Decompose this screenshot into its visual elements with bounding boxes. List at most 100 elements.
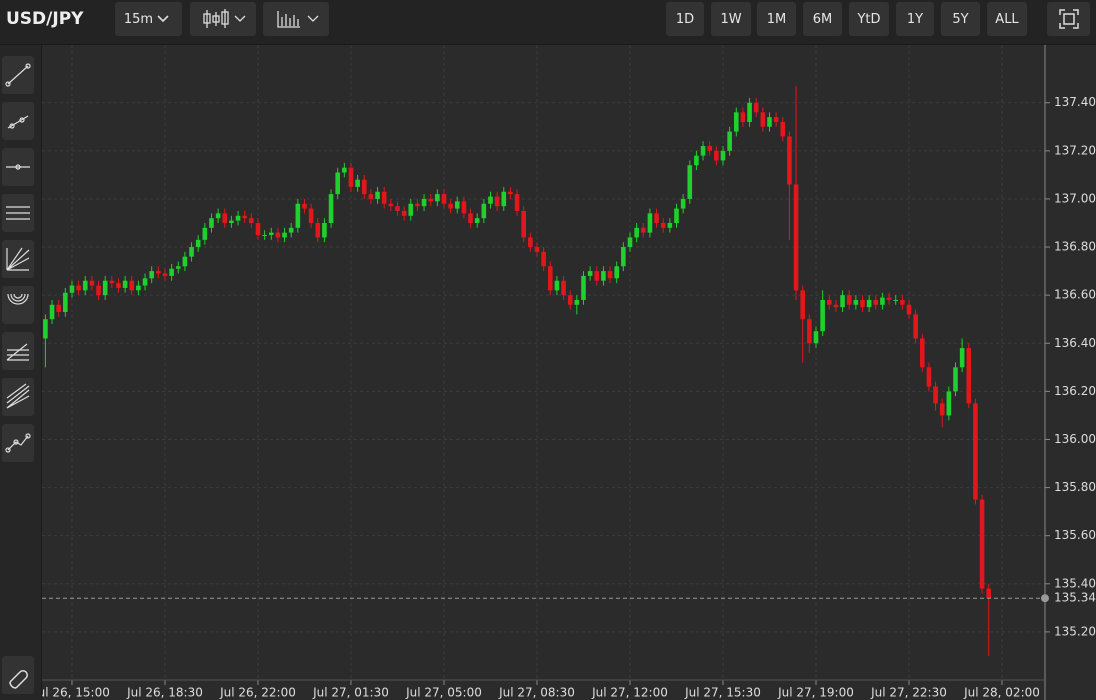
chevron: [157, 15, 169, 23]
candle-body: [581, 275, 586, 300]
candle-body: [820, 299, 825, 332]
candle-body: [63, 292, 68, 312]
candle-body: [242, 215, 247, 219]
candle-body: [195, 239, 201, 248]
tool-icon: [7, 293, 29, 305]
candle-body: [388, 203, 394, 207]
interval: 15m: [123, 11, 154, 27]
candle-body: [853, 299, 859, 305]
indicator-select[interactable]: [263, 2, 329, 36]
candle-body: [282, 232, 287, 238]
candle-body: [913, 314, 918, 339]
tool-channel[interactable]: [2, 194, 34, 232]
tool-magnet[interactable]: [2, 656, 34, 694]
x-tick-label: Jul 27, 22:30: [870, 686, 947, 700]
candle-body: [587, 271, 593, 276]
candle-body: [753, 102, 759, 113]
candle-body: [787, 136, 792, 185]
y-tick-label: 136.80: [1054, 240, 1096, 254]
candle-body: [767, 117, 772, 127]
y-tick-label: 135.40: [1054, 576, 1096, 590]
candle-body: [494, 196, 500, 207]
candle-body: [959, 348, 965, 368]
candle-body: [574, 299, 580, 305]
candle-body: [308, 208, 314, 223]
candle-body: [109, 280, 115, 284]
tool-pitchfork[interactable]: [2, 378, 34, 416]
candle-body: [488, 196, 493, 204]
x-tick-label: Jul 27, 19:00: [777, 686, 854, 700]
candle-body: [873, 299, 879, 305]
candle-body: [129, 280, 135, 291]
candle-body: [919, 338, 925, 368]
tool-fan[interactable]: [2, 240, 34, 278]
tool-fib[interactable]: [2, 332, 34, 370]
tool-hline[interactable]: [2, 148, 34, 186]
candle-body: [122, 280, 128, 288]
range-button[interactable]: 6M: [803, 2, 842, 36]
candle-body: [946, 391, 952, 416]
candle-body: [939, 403, 945, 416]
candle-body: [833, 304, 839, 308]
candle-body: [169, 268, 174, 276]
tool-line[interactable]: [2, 56, 34, 94]
candle-body: [547, 266, 553, 291]
candle-body: [156, 271, 161, 274]
candle-body: [760, 112, 766, 127]
tool-ray[interactable]: [2, 102, 34, 140]
interval-select[interactable]: 15m: [115, 2, 182, 36]
range-button[interactable]: 1D: [666, 2, 704, 36]
candle-body: [501, 191, 507, 207]
chart-type-select[interactable]: [190, 2, 256, 36]
candle-body: [454, 201, 460, 209]
fullscreen-icon: [1058, 9, 1079, 29]
x-tick-label: Jul 27, 05:00: [405, 686, 482, 700]
candle-body: [860, 299, 865, 308]
x-tick-label: Jul 26, 15:00: [42, 686, 110, 700]
candle-body: [660, 222, 666, 228]
candle-body: [979, 499, 985, 589]
fullscreen-button[interactable]: [1047, 2, 1090, 36]
candle-body: [235, 215, 241, 221]
candle-icon: [203, 9, 246, 28]
candle-body: [880, 297, 885, 305]
tool-path[interactable]: [2, 424, 34, 462]
candle-body: [674, 208, 679, 223]
range-button[interactable]: 5Y: [941, 2, 980, 36]
candle-body: [846, 295, 852, 305]
candle-body: [342, 167, 347, 173]
candle-body: [554, 280, 560, 291]
range-button[interactable]: 1M: [757, 2, 796, 36]
x-tick-label: Jul 28, 02:00: [963, 686, 1040, 700]
candle-body: [780, 121, 786, 137]
range-button[interactable]: 1W: [711, 2, 751, 36]
candle-body: [714, 150, 719, 161]
candle-body: [461, 201, 467, 214]
candle-body: [800, 290, 806, 320]
last-price-label: 135.34: [1054, 591, 1096, 605]
candle-body: [328, 194, 334, 223]
candle-body: [102, 280, 108, 296]
candle-body: [694, 155, 699, 166]
candle-body: [415, 203, 420, 207]
last-price-dot: [1041, 594, 1049, 603]
tool-icon: [9, 670, 28, 689]
candle-body: [368, 194, 374, 199]
range-button[interactable]: YtD: [849, 2, 889, 36]
candle-body: [355, 179, 360, 187]
x-tick-label: Jul 26, 18:30: [126, 686, 203, 700]
range-button[interactable]: ALL: [987, 2, 1027, 36]
tool-arc[interactable]: [2, 286, 34, 324]
candle-body: [295, 203, 301, 228]
candle-body: [906, 304, 912, 315]
candle-body: [76, 285, 81, 291]
candle-body: [162, 273, 168, 276]
candle-body: [428, 198, 433, 202]
candle-body: [381, 191, 387, 204]
candle-body: [262, 235, 267, 237]
candle-body: [514, 194, 520, 211]
tool-icon: [6, 343, 29, 361]
candle-body: [700, 146, 706, 156]
range-button[interactable]: 1Y: [896, 2, 934, 36]
